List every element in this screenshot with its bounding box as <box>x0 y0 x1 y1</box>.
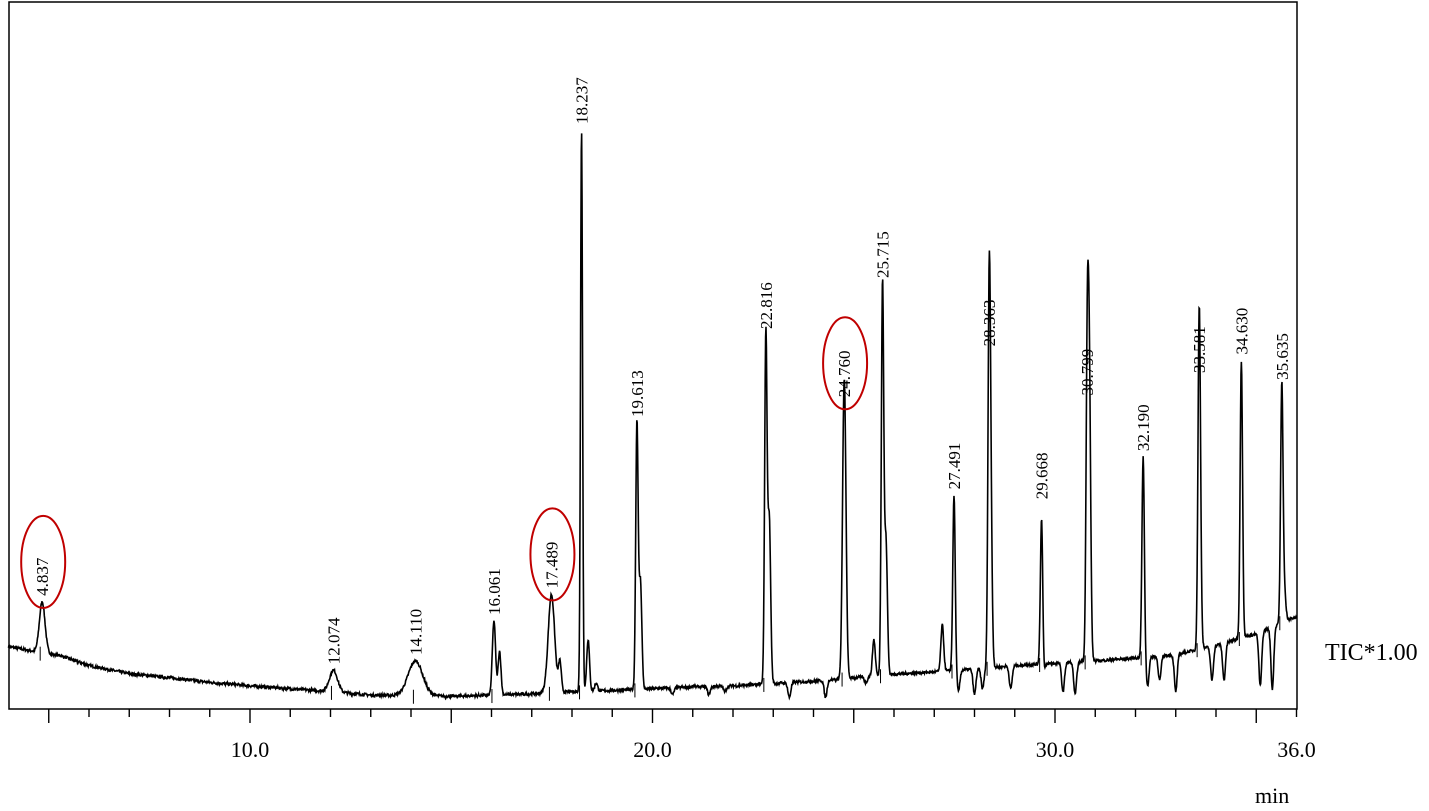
highlight-ellipses <box>20 316 869 609</box>
tic-trace-line <box>7 133 1298 701</box>
x-tick-label: 30.0 <box>1036 737 1075 762</box>
peak-label: 16.061 <box>485 568 504 615</box>
tic-trace <box>7 133 1298 704</box>
peak-label: 18.237 <box>573 77 592 124</box>
peak-label: 24.760 <box>835 351 854 398</box>
x-tick-label: 10.0 <box>231 737 270 762</box>
peak-label: 22.816 <box>757 282 776 329</box>
plot-frame <box>8 1 1298 710</box>
trace-label: TIC*1.00 <box>1325 640 1418 666</box>
peak-label: 28.363 <box>980 300 999 347</box>
x-tick-label: 36.0 <box>1277 737 1316 762</box>
peak-label: 27.491 <box>945 443 964 490</box>
highlight-ellipse <box>822 316 869 411</box>
peak-label: 25.715 <box>874 231 893 278</box>
peak-label: 29.668 <box>1033 452 1052 499</box>
x-axis: 10.0 20.0 30.0 36.0 <box>48 709 1316 762</box>
peak-label: 4.837 <box>33 557 52 596</box>
peak-labels: 4.837 12.074 14.110 16.061 17.489 18.237 19.61… <box>33 77 1292 664</box>
highlight-ellipse <box>529 507 576 602</box>
peak-label: 17.489 <box>542 542 561 589</box>
peak-label: 12.074 <box>324 617 343 664</box>
peak-label: 19.613 <box>628 370 647 417</box>
peak-label: 14.110 <box>406 609 425 655</box>
highlight-ellipse <box>20 514 67 609</box>
x-tick-label: 20.0 <box>633 737 672 762</box>
peak-label: 33.581 <box>1190 326 1209 373</box>
peak-label: 34.630 <box>1232 308 1251 355</box>
peak-label: 35.635 <box>1273 333 1292 380</box>
peak-label: 30.799 <box>1078 349 1097 396</box>
peak-label: 32.190 <box>1134 404 1153 451</box>
x-unit-label: min <box>1255 783 1289 808</box>
